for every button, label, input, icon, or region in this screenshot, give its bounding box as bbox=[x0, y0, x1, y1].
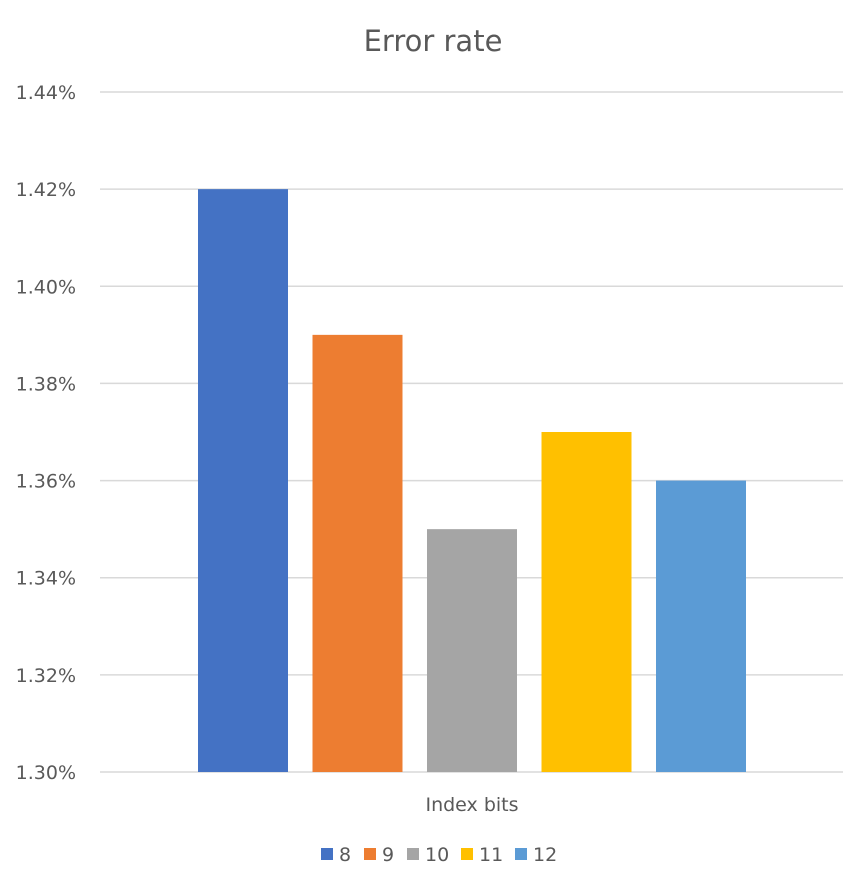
bars bbox=[198, 189, 746, 773]
y-tick-label: 1.36% bbox=[16, 471, 76, 493]
legend: 8 9 10 11 12 bbox=[321, 844, 557, 866]
bar-series-8 bbox=[198, 189, 288, 773]
bar-series-11 bbox=[541, 432, 632, 772]
x-axis-label: Index bits bbox=[425, 794, 518, 816]
legend-label-11: 11 bbox=[479, 844, 503, 866]
legend-label-9: 9 bbox=[382, 844, 394, 866]
y-tick-label: 1.34% bbox=[16, 568, 76, 590]
y-tick-label: 1.30% bbox=[16, 762, 76, 784]
bar-series-10 bbox=[427, 529, 517, 772]
legend-label-12: 12 bbox=[533, 844, 557, 866]
y-tick-label: 1.40% bbox=[16, 276, 76, 298]
legend-swatch-8 bbox=[321, 848, 333, 860]
y-tick-label: 1.42% bbox=[16, 179, 76, 201]
legend-label-10: 10 bbox=[425, 844, 449, 866]
bar-series-9 bbox=[312, 334, 403, 772]
y-axis-ticks: 1.30% 1.32% 1.34% 1.36% 1.38% 1.40% 1.42% 1.44% bbox=[16, 82, 76, 784]
legend-swatch-9 bbox=[364, 848, 376, 860]
legend-swatch-12 bbox=[515, 848, 527, 860]
bar-series-12 bbox=[656, 480, 746, 772]
y-tick-label: 1.38% bbox=[16, 373, 76, 395]
legend-swatch-10 bbox=[407, 848, 419, 860]
chart-title: Error rate bbox=[364, 24, 503, 58]
y-tick-label: 1.44% bbox=[16, 82, 76, 104]
legend-swatch-11 bbox=[461, 848, 473, 860]
legend-label-8: 8 bbox=[339, 844, 351, 866]
y-tick-label: 1.32% bbox=[16, 665, 76, 687]
